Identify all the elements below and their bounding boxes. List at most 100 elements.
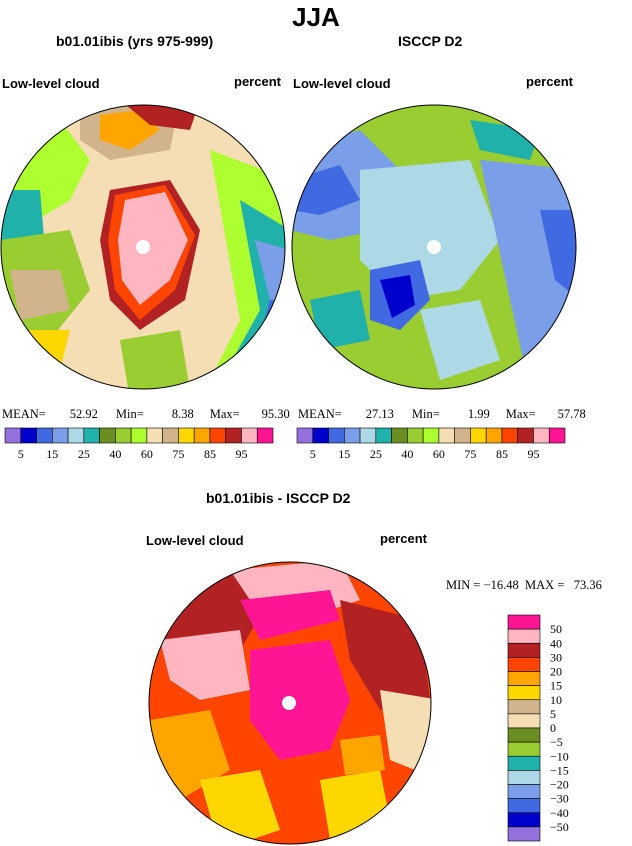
left-colorbar-swatch <box>83 427 100 444</box>
left-colorbar-swatch <box>241 427 258 444</box>
right-map <box>292 105 576 389</box>
left-colorbar-swatch <box>178 427 195 444</box>
bottom-colorbar-swatch <box>507 628 541 644</box>
left-colorbar-swatch <box>209 427 227 444</box>
left-colorbar-swatch <box>115 427 132 444</box>
left-colorbar-swatch <box>162 427 179 444</box>
right-colorbar-swatch <box>312 427 329 444</box>
left-min-value: 8.38 <box>171 407 194 421</box>
bottom-colorbar-tick-label: 20 <box>550 665 562 679</box>
bottom-colorbar-tick-label: 50 <box>550 622 562 636</box>
bottom-colorbar-swatch <box>507 685 541 701</box>
bottom-colorbar-swatch <box>507 741 541 757</box>
right-colorbar-swatch <box>501 427 519 444</box>
bottom-colorbar-swatch <box>507 657 541 672</box>
left-colorbar-tick-label: 25 <box>78 447 90 461</box>
right-colorbar-swatch <box>517 427 534 444</box>
left-colorbar-swatch <box>130 427 148 444</box>
bottom-colorbar-swatch <box>507 642 541 658</box>
right-colorbar-tick-label: 25 <box>370 447 382 461</box>
right-colorbar-swatch <box>343 427 361 444</box>
left-panel-variable-label: Low-level cloud <box>2 76 100 91</box>
right-colorbar-swatch <box>328 427 345 444</box>
bottom-colorbar-tick-label: −5 <box>550 735 563 749</box>
right-colorbar-swatch <box>454 427 471 444</box>
right-panel-units-label: percent <box>526 74 573 89</box>
left-colorbar-tick-label: 85 <box>204 447 216 461</box>
bottom-panel-minmax: MIN = −16.48 MAX = 73.36 <box>446 578 602 592</box>
left-panel-units-label: percent <box>234 74 281 89</box>
bottom-panel-title: b01.01ibis - ISCCP D2 <box>206 490 351 506</box>
bottom-colorbar-tick-label: −15 <box>550 763 569 777</box>
left-colorbar-tick-label: 60 <box>141 447 153 461</box>
right-mean-value: 27.13 <box>365 407 394 421</box>
left-colorbar-swatch <box>4 427 22 444</box>
bottom-colorbar-swatch <box>507 812 541 828</box>
right-colorbar-tick-label: 75 <box>464 447 476 461</box>
left-map <box>1 105 285 389</box>
left-colorbar-swatch <box>146 427 163 444</box>
bottom-panel-variable-label: Low-level cloud <box>146 533 244 548</box>
right-colorbar-tick-label: 85 <box>496 447 508 461</box>
left-max-value: 95.30 <box>261 407 290 421</box>
left-colorbar-tick-label: 75 <box>172 447 184 461</box>
bottom-colorbar-tick-label: 40 <box>550 636 562 650</box>
left-mean-value: 52.92 <box>69 407 98 421</box>
main-title: JJA <box>292 2 340 32</box>
left-colorbar: 5 15 25 40 60 75 85 95 <box>4 427 274 461</box>
left-max-label: Max= <box>209 407 240 421</box>
right-colorbar-swatch <box>485 427 503 444</box>
bottom-colorbar-tick-label: −40 <box>550 806 569 820</box>
right-colorbar-swatch <box>375 427 392 444</box>
left-colorbar-swatch <box>20 427 37 444</box>
bottom-colorbar-swatch <box>507 614 541 630</box>
right-colorbar-swatch <box>359 427 377 444</box>
left-colorbar-swatch <box>225 427 242 444</box>
left-colorbar-tick-label: 40 <box>109 447 121 461</box>
left-colorbar-swatch <box>256 427 274 444</box>
bottom-map <box>149 562 431 844</box>
bottom-colorbar-swatch <box>507 770 541 785</box>
right-panel-variable-label: Low-level cloud <box>293 76 391 91</box>
left-min-label: Min= <box>115 407 144 421</box>
left-colorbar-swatch <box>51 427 69 444</box>
right-colorbar-tick-label: 95 <box>527 447 539 461</box>
right-mean-label: MEAN= <box>298 407 342 421</box>
bottom-colorbar-tick-label: −20 <box>550 778 569 792</box>
right-min-value: 1.99 <box>467 407 490 421</box>
bottom-colorbar-swatch <box>507 826 541 842</box>
right-colorbar-swatch <box>296 427 314 444</box>
left-mean-label: MEAN= <box>2 407 46 421</box>
left-panel-title: b01.01ibis (yrs 975-999) <box>56 33 214 49</box>
right-panel-stats: MEAN= 27.13 Min= 1.99 Max= 57.78 <box>298 407 586 422</box>
left-map-border <box>0 104 286 390</box>
bottom-colorbar-tick-label: 0 <box>550 721 556 735</box>
right-panel-title: ISCCP D2 <box>398 33 463 49</box>
bottom-colorbar-swatch <box>507 671 541 686</box>
bottom-colorbar-swatch <box>507 755 541 771</box>
right-colorbar-swatch <box>533 427 550 444</box>
right-colorbar-swatch <box>407 427 424 444</box>
bottom-colorbar-tick-label: 15 <box>550 679 562 693</box>
left-colorbar-swatch <box>99 427 116 444</box>
left-colorbar-tick-label: 95 <box>235 447 247 461</box>
right-max-value: 57.78 <box>557 407 586 421</box>
bottom-colorbar-tick-label: 10 <box>550 693 562 707</box>
right-colorbar-tick-label: 5 <box>310 447 316 461</box>
bottom-colorbar-tick-label: −10 <box>550 749 569 763</box>
bottom-colorbar-swatch <box>507 699 541 715</box>
left-colorbar-swatch <box>36 427 53 444</box>
bottom-colorbar-tick-label: 5 <box>550 707 556 721</box>
left-colorbar-swatch <box>193 427 211 444</box>
left-colorbar-swatch <box>67 427 85 444</box>
right-colorbar-swatch <box>391 427 408 444</box>
bottom-map-border <box>148 561 432 845</box>
bottom-colorbar-swatch <box>507 727 541 743</box>
right-colorbar-swatch <box>438 427 455 444</box>
left-colorbar-tick-label: 15 <box>46 447 58 461</box>
right-colorbar-tick-label: 60 <box>433 447 445 461</box>
right-colorbar-swatch <box>422 427 440 444</box>
right-map-border <box>291 104 577 390</box>
